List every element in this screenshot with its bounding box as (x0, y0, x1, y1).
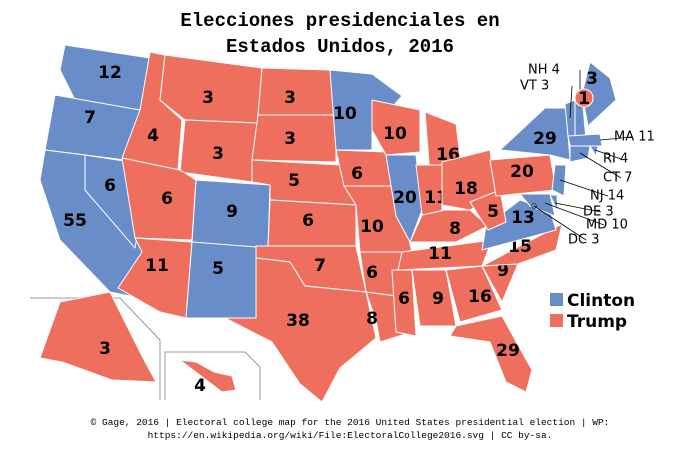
state-label: VT 3 (520, 79, 549, 94)
state-label: 20 (510, 162, 534, 182)
leader-line (554, 202, 602, 213)
state-label: 29 (496, 341, 520, 361)
state-label: 5 (487, 202, 499, 222)
leader-line (533, 205, 587, 241)
state (445, 265, 503, 323)
state-label: NH 4 (528, 63, 560, 78)
state-label: 9 (497, 261, 509, 281)
state-label: 8 (366, 309, 378, 329)
legend-label: Clinton (567, 291, 635, 311)
state-label: 6 (351, 164, 363, 184)
state-label: 9 (432, 289, 444, 309)
state (551, 164, 567, 197)
district (574, 88, 594, 108)
state-label: 3 (212, 144, 224, 164)
state-label: 13 (511, 208, 535, 228)
state (224, 257, 377, 403)
inset-border (30, 297, 161, 400)
title: Elecciones presidenciales en (180, 10, 499, 32)
state-label: 10 (333, 104, 357, 124)
state-label: 3 (586, 69, 598, 89)
state-label: 7 (84, 108, 96, 128)
state (481, 223, 563, 267)
state-label: 6 (161, 189, 173, 209)
state-label: 1 (578, 89, 590, 109)
state-label: 7 (314, 256, 326, 276)
leader-line (594, 149, 622, 160)
state (581, 61, 617, 127)
state-label: RI 4 (603, 152, 628, 167)
state-label: 3 (202, 88, 214, 108)
state-label: DE 3 (583, 205, 614, 220)
state-label: 38 (286, 311, 310, 331)
state (251, 114, 337, 163)
leader-line (559, 179, 609, 197)
state-label: 20 (393, 188, 417, 208)
state-label: 10 (360, 217, 384, 237)
state (385, 154, 423, 243)
state (569, 145, 591, 163)
state (179, 359, 237, 393)
state-label: NJ 14 (590, 189, 624, 204)
state (39, 291, 157, 383)
state-label: 55 (63, 211, 87, 231)
state (391, 269, 417, 337)
state-label: 6 (398, 289, 410, 309)
state-label: 6 (366, 263, 378, 283)
state-label: 9 (226, 202, 238, 222)
state-label: 3 (99, 339, 111, 359)
footer: © Gage, 2016 | Electoral college map for… (91, 417, 610, 428)
state-label: 3 (284, 129, 296, 149)
state-label: 16 (468, 287, 492, 307)
state-label: 15 (508, 237, 532, 257)
state-label: DC 3 (568, 233, 600, 248)
state-label: 3 (284, 88, 296, 108)
leader-line (599, 136, 633, 141)
state-label: 12 (98, 63, 122, 83)
state-label: 4 (147, 126, 159, 146)
state (519, 193, 556, 217)
leader-line (544, 202, 605, 226)
state-label: 11 (145, 256, 169, 276)
state (567, 133, 603, 147)
state (469, 189, 507, 231)
state (481, 199, 557, 251)
state-label: 8 (449, 219, 461, 239)
footer: https://en.wikipedia.org/wiki/File:Elect… (148, 430, 553, 441)
state-label: 5 (288, 171, 300, 191)
state-label: 6 (302, 211, 314, 231)
state (257, 67, 337, 116)
state-label: 5 (212, 259, 224, 279)
leader-line (569, 85, 573, 119)
state-label: CT 7 (603, 171, 632, 186)
state (449, 315, 533, 393)
state-label: 10 (383, 124, 407, 144)
inset-border (164, 351, 261, 400)
legend-swatch (550, 314, 563, 327)
state-label: MA 11 (614, 130, 655, 145)
title: Estados Unidos, 2016 (226, 36, 454, 58)
state-label: 4 (194, 376, 206, 396)
legend-swatch (550, 293, 563, 306)
state-label: 11 (428, 244, 452, 264)
state (185, 241, 257, 319)
state (409, 209, 489, 243)
state (371, 99, 421, 156)
state-label: 29 (533, 129, 557, 149)
state-label: 6 (104, 176, 116, 196)
state-label: 18 (454, 179, 478, 199)
state-label: MD 10 (586, 218, 628, 233)
leader-line (579, 152, 622, 179)
legend-label: Trump (567, 312, 627, 332)
